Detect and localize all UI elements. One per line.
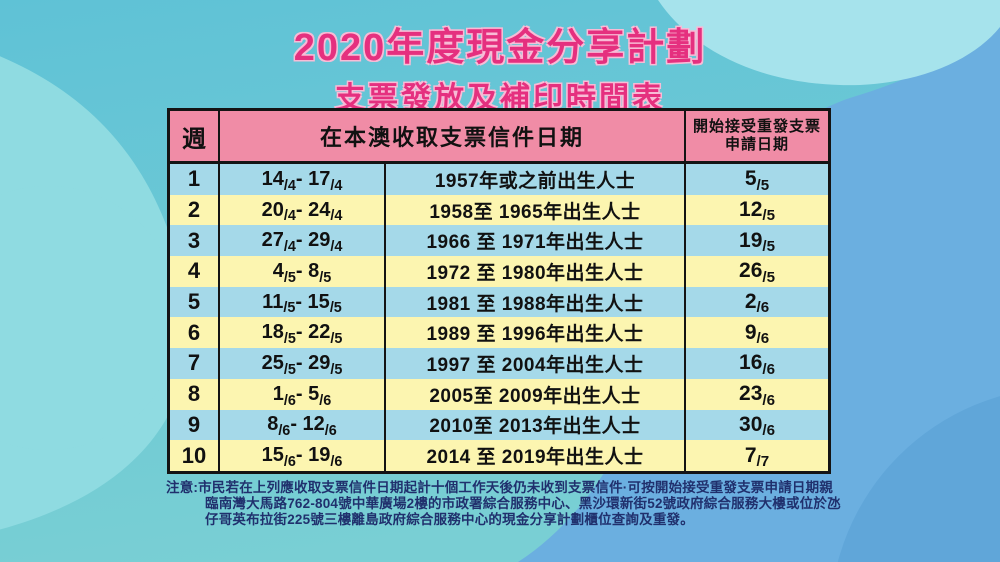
week-cell: 1 bbox=[187, 166, 201, 192]
header-reissue-date: 開始接受重發支票 申請日期 bbox=[684, 111, 828, 161]
group-cell: 1966 至 1971年出生人士 bbox=[384, 225, 684, 257]
group-cell: 1981 至 1988年出生人士 bbox=[384, 286, 684, 318]
table-body: 1 14/4 - 17/4 1957年或之前出生人士 5/5 2 20/4 - 24/4 1… bbox=[170, 164, 828, 471]
table-row: 9 8/6 - 12/6 2010至 2013年出生人士 30/6 bbox=[170, 409, 828, 441]
table-header-row: 週 在本澳收取支票信件日期 開始接受重發支票 申請日期 bbox=[170, 111, 828, 164]
schedule-table: 週 在本澳收取支票信件日期 開始接受重發支票 申請日期 1 14/4 - 17/4… bbox=[167, 108, 831, 474]
header-reissue-line1: 開始接受重發支票 bbox=[692, 118, 821, 135]
reissue-cell: 7/7 bbox=[684, 440, 828, 471]
table-row: 4 4/5 - 8/5 1972 至 1980年出生人士 26/5 bbox=[170, 256, 828, 287]
header-receive-period: 在本澳收取支票信件日期 bbox=[218, 111, 684, 161]
page-title: 2020年度現金分享計劃 bbox=[293, 27, 707, 69]
table-row: 1 14/4 - 17/4 1957年或之前出生人士 5/5 bbox=[170, 164, 828, 195]
period-cell: 14/4 - 17/4 bbox=[218, 164, 384, 195]
week-cell: 8 bbox=[187, 381, 201, 407]
week-cell: 6 bbox=[187, 319, 201, 345]
period-cell: 8/6 - 12/6 bbox=[218, 409, 384, 441]
period-cell: 25/5 - 29/5 bbox=[218, 348, 384, 379]
table-row: 5 11/5 - 15/5 1981 至 1988年出生人士 2/6 bbox=[170, 286, 828, 318]
header-week: 週 bbox=[182, 125, 206, 153]
period-cell: 4/5 - 8/5 bbox=[218, 256, 384, 287]
note-line: 臨南灣大馬路762-804號中華廣場2樓的市政署綜合服務中心、黑沙環新街52號政… bbox=[205, 495, 841, 511]
week-cell: 5 bbox=[187, 289, 201, 315]
reissue-cell: 30/6 bbox=[684, 409, 828, 441]
header-reissue-line2: 申請日期 bbox=[724, 136, 789, 153]
period-cell: 1/6 - 5/6 bbox=[218, 378, 384, 410]
period-cell: 18/5 - 22/5 bbox=[218, 317, 384, 349]
period-cell: 27/4 - 29/4 bbox=[218, 225, 384, 257]
week-cell: 3 bbox=[187, 227, 201, 253]
bottom-left-light-circle bbox=[0, 186, 180, 450]
week-cell: 9 bbox=[187, 411, 201, 437]
group-cell: 1958至 1965年出生人士 bbox=[384, 194, 684, 226]
group-cell: 2005至 2009年出生人士 bbox=[384, 378, 684, 410]
reissue-cell: 23/6 bbox=[684, 378, 828, 410]
reissue-cell: 5/5 bbox=[684, 164, 828, 195]
group-cell: 1997 至 2004年出生人士 bbox=[384, 348, 684, 379]
table-row: 10 15/6 - 19/6 2014 至 2019年出生人士 7/7 bbox=[170, 440, 828, 471]
period-cell: 20/4 - 24/4 bbox=[218, 194, 384, 226]
group-cell: 1972 至 1980年出生人士 bbox=[384, 256, 684, 287]
table-row: 3 27/4 - 29/4 1966 至 1971年出生人士 19/5 bbox=[170, 225, 828, 257]
table-row: 6 18/5 - 22/5 1989 至 1996年出生人士 9/6 bbox=[170, 317, 828, 349]
table-row: 8 1/6 - 5/6 2005至 2009年出生人士 23/6 bbox=[170, 378, 828, 410]
table-row: 2 20/4 - 24/4 1958至 1965年出生人士 12/5 bbox=[170, 194, 828, 226]
note-line: 仔哥英布拉街225號三樓離島政府綜合服務中心的現金分享計劃櫃位查詢及重發。 bbox=[205, 511, 694, 527]
note-line: 注意:市民若在上列應收取支票信件日期起計十個工作天後仍未收到支票信件·可按開始接… bbox=[166, 480, 833, 495]
week-cell: 2 bbox=[187, 197, 201, 223]
group-cell: 2010至 2013年出生人士 bbox=[384, 409, 684, 441]
group-cell: 1957年或之前出生人士 bbox=[384, 164, 684, 195]
footer-note: 注意:市民若在上列應收取支票信件日期起計十個工作天後仍未收到支票信件·可按開始接… bbox=[166, 480, 842, 527]
top-right-light-band bbox=[658, 0, 1000, 86]
week-cell: 7 bbox=[187, 350, 201, 376]
period-cell: 11/5 - 15/5 bbox=[218, 286, 384, 318]
bottom-right-dark-circle bbox=[837, 396, 1000, 562]
period-cell: 15/6 - 19/6 bbox=[218, 440, 384, 471]
week-cell: 4 bbox=[187, 258, 201, 284]
reissue-cell: 19/5 bbox=[684, 225, 828, 257]
reissue-cell: 2/6 bbox=[684, 286, 828, 318]
reissue-cell: 16/6 bbox=[684, 348, 828, 379]
title-block: 2020年度現金分享計劃 支票發放及補印時間表 bbox=[0, 16, 1000, 117]
reissue-cell: 26/5 bbox=[684, 256, 828, 287]
group-cell: 2014 至 2019年出生人士 bbox=[384, 440, 684, 471]
reissue-cell: 12/5 bbox=[684, 194, 828, 226]
reissue-cell: 9/6 bbox=[684, 317, 828, 349]
week-cell: 10 bbox=[181, 442, 207, 468]
group-cell: 1989 至 1996年出生人士 bbox=[384, 317, 684, 349]
table-row: 7 25/5 - 29/5 1997 至 2004年出生人士 16/6 bbox=[170, 348, 828, 379]
